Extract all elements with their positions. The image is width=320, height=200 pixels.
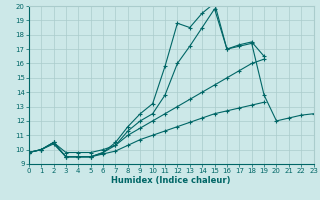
X-axis label: Humidex (Indice chaleur): Humidex (Indice chaleur) — [111, 176, 231, 185]
